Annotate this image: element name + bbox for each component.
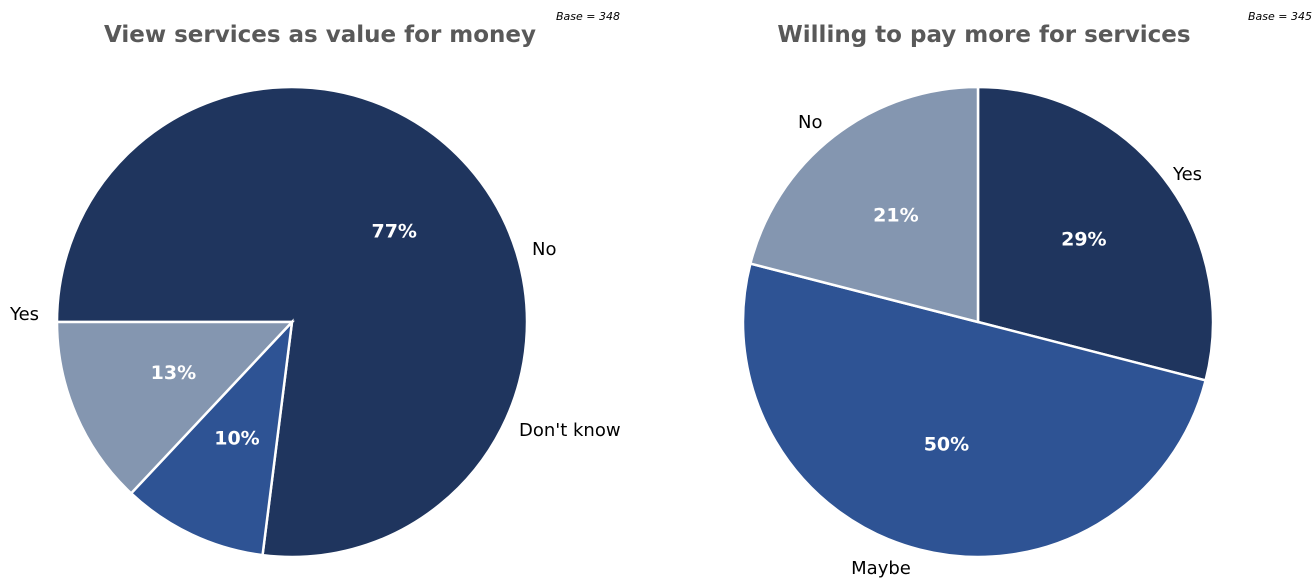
base-count: Base = 345 <box>1248 10 1312 23</box>
slice-category-label: Don't know <box>519 420 621 441</box>
pie-left-svg: 77% Yes 10% No 13% Don't know <box>9 85 621 559</box>
slice-value-label: 77% <box>371 220 416 242</box>
chart-title: Willing to pay more for services <box>777 22 1191 48</box>
slice-value-label: 13% <box>151 362 196 384</box>
slice-value-label: 10% <box>214 427 259 449</box>
pie-chart-value-for-money: View services as value for money Base = … <box>0 0 640 579</box>
pie-slice-no <box>748 85 980 324</box>
pie-slice-don-t-know <box>55 320 295 496</box>
pie-right-svg: 29% Yes 50% Maybe 21% No <box>741 85 1215 579</box>
slice-value-label: 50% <box>924 433 969 455</box>
pie-slice-maybe <box>741 262 1208 559</box>
slice-category-label: No <box>798 112 822 133</box>
slice-category-label: No <box>532 239 556 260</box>
slice-category-label: Yes <box>1172 164 1202 185</box>
pie-slice-no <box>129 318 294 557</box>
pie-chart-willing-to-pay: Willing to pay more for services Base = … <box>656 0 1312 579</box>
slice-value-label: 29% <box>1061 228 1106 250</box>
chart-title: View services as value for money <box>103 22 537 48</box>
slice-value-label: 21% <box>873 205 918 227</box>
slice-category-label: Maybe <box>851 558 911 579</box>
pie-slice-yes <box>976 85 1215 382</box>
slice-category-label: Yes <box>9 304 39 325</box>
base-count: Base = 348 <box>556 10 620 23</box>
